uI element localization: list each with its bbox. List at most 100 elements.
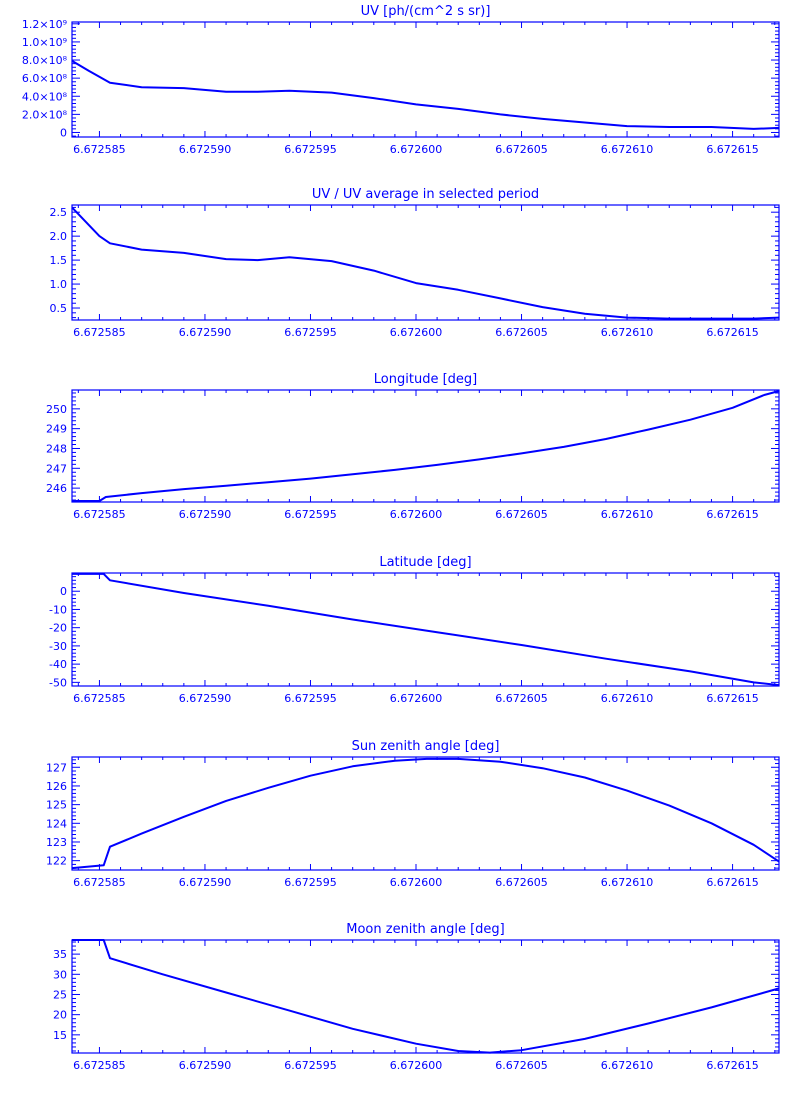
x-tick-label: 6.672585	[73, 876, 126, 889]
y-tick-label: 249	[46, 423, 67, 436]
x-tick-label: 6.672585	[73, 1059, 126, 1072]
y-tick-label: 6.0×10⁸	[22, 72, 68, 85]
y-tick-label: 123	[46, 836, 67, 849]
chart-title: Moon zenith angle [deg]	[346, 922, 504, 937]
x-tick-label: 6.672610	[601, 143, 654, 156]
chart-title: Sun zenith angle [deg]	[352, 739, 500, 754]
y-tick-label: 4.0×10⁸	[22, 90, 68, 103]
plot-frame	[71, 572, 780, 687]
series-line	[72, 572, 780, 687]
plot-frame	[71, 389, 780, 503]
x-tick-label: 6.672595	[284, 1059, 337, 1072]
chart-title: Longitude [deg]	[374, 372, 477, 387]
x-tick-label: 6.672615	[706, 326, 759, 339]
chart-panel-3: Longitude [deg] 6.672585 6.672590 6.672595 6…	[46, 372, 780, 521]
y-tick-label: 0.5	[50, 302, 68, 315]
y-tick-label: -40	[49, 658, 67, 671]
y-tick-label: -10	[49, 603, 67, 616]
x-tick-label: 6.672590	[179, 143, 232, 156]
y-tick-label: 2.0	[50, 230, 68, 243]
y-tick-label: 0	[60, 126, 67, 139]
y-tick-label: 1.5	[50, 254, 68, 267]
y-tick-label: 35	[53, 948, 67, 961]
chart-title: Latitude [deg]	[379, 555, 471, 570]
series-line	[71, 60, 780, 130]
plot-frame	[71, 939, 780, 1054]
x-tick-label: 6.672600	[390, 692, 443, 705]
series-line	[72, 390, 780, 502]
y-tick-label: 127	[46, 761, 67, 774]
chart-panel-6: Moon zenith angle [deg] 6.672585 6.672590 6…	[53, 922, 780, 1072]
y-tick-label: 25	[53, 988, 67, 1001]
x-tick-label: 6.672610	[601, 876, 654, 889]
x-tick-label: 6.672595	[284, 692, 337, 705]
x-tick-label: 6.672605	[495, 143, 548, 156]
x-tick-label: 6.672615	[706, 143, 759, 156]
y-tick-label: 1.0	[50, 278, 68, 291]
series-line	[72, 939, 780, 1054]
y-tick-label: 246	[46, 482, 67, 495]
x-tick-label: 6.672595	[284, 143, 337, 156]
x-tick-label: 6.672615	[706, 876, 759, 889]
y-tick-label: 125	[46, 799, 67, 812]
x-tick-label: 6.672610	[601, 326, 654, 339]
x-tick-label: 6.672585	[73, 143, 126, 156]
x-tick-label: 6.672590	[179, 876, 232, 889]
x-tick-label: 6.672605	[495, 876, 548, 889]
chart-title: UV [ph/(cm^2 s sr)]	[361, 4, 491, 19]
y-tick-label: 2.5	[50, 206, 68, 219]
x-tick-label: 6.672605	[495, 326, 548, 339]
x-tick-label: 6.672595	[284, 326, 337, 339]
y-tick-label: -20	[49, 622, 67, 635]
y-tick-label: 0	[60, 585, 67, 598]
x-tick-label: 6.672600	[390, 143, 443, 156]
y-tick-label: -30	[49, 640, 67, 653]
y-tick-label: 2.0×10⁸	[22, 108, 68, 121]
y-tick-label: 15	[53, 1029, 67, 1042]
x-tick-label: 6.672605	[495, 692, 548, 705]
x-tick-label: 6.672610	[601, 1059, 654, 1072]
x-tick-label: 6.672590	[179, 692, 232, 705]
y-tick-label: 126	[46, 780, 67, 793]
x-tick-label: 6.672605	[495, 1059, 548, 1072]
series-line	[71, 206, 780, 320]
x-tick-label: 6.672595	[284, 508, 337, 521]
x-tick-label: 6.672590	[179, 1059, 232, 1072]
x-tick-label: 6.672615	[706, 1059, 759, 1072]
series-line	[71, 757, 780, 870]
chart-panel-1: UV [ph/(cm^2 s sr)] 6.672585 6.672590 6.672…	[22, 4, 780, 156]
y-tick-label: 124	[46, 817, 67, 830]
y-tick-label: -50	[49, 676, 67, 689]
y-tick-label: 247	[46, 462, 67, 475]
y-tick-label: 20	[53, 1009, 67, 1022]
x-tick-label: 6.672615	[706, 508, 759, 521]
x-tick-label: 6.672600	[390, 326, 443, 339]
x-tick-label: 6.672600	[390, 508, 443, 521]
x-tick-label: 6.672605	[495, 508, 548, 521]
x-tick-label: 6.672585	[73, 692, 126, 705]
y-tick-label: 8.0×10⁸	[22, 54, 68, 67]
chart-title: UV / UV average in selected period	[312, 187, 539, 202]
x-tick-label: 6.672585	[73, 326, 126, 339]
y-tick-label: 122	[46, 855, 67, 868]
x-tick-label: 6.672600	[390, 1059, 443, 1072]
y-tick-label: 30	[53, 968, 67, 981]
chart-panel-5: Sun zenith angle [deg] 6.672585 6.672590 6.…	[46, 739, 780, 889]
chart-panel-4: Latitude [deg] 6.672585 6.672590 6.672595 6.…	[49, 555, 780, 705]
plot-frame	[71, 21, 780, 138]
x-tick-label: 6.672590	[179, 326, 232, 339]
y-tick-label: 250	[46, 403, 67, 416]
x-tick-label: 6.672610	[601, 692, 654, 705]
x-tick-label: 6.672595	[284, 876, 337, 889]
y-tick-label: 1.2×10⁹	[22, 18, 67, 31]
plot-frame	[71, 756, 780, 871]
x-tick-label: 6.672585	[73, 508, 126, 521]
y-tick-label: 1.0×10⁹	[22, 36, 67, 49]
plot-frame	[71, 204, 780, 321]
x-tick-label: 6.672615	[706, 692, 759, 705]
x-tick-label: 6.672600	[390, 876, 443, 889]
x-tick-label: 6.672610	[601, 508, 654, 521]
y-tick-label: 248	[46, 442, 67, 455]
x-tick-label: 6.672590	[179, 508, 232, 521]
